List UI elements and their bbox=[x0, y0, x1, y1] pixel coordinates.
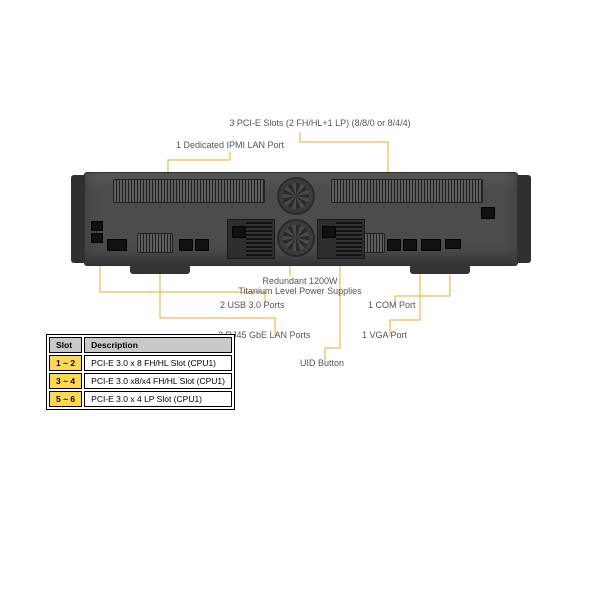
callout-pci-slots: 3 PCI-E Slots (2 FH/HL+1 LP) (8/8/0 or 8… bbox=[190, 118, 450, 128]
slot-cell: 3 ~ 4 bbox=[49, 373, 82, 389]
table-row: 1 ~ 2 PCI-E 3.0 x 8 FH/HL Slot (CPU1) bbox=[49, 355, 232, 371]
vga-port-right bbox=[421, 239, 441, 251]
server-chassis bbox=[84, 172, 518, 266]
ipmi-port bbox=[481, 207, 495, 219]
callout-com: 1 COM Port bbox=[368, 300, 416, 310]
pci-slot-bank-left bbox=[113, 179, 265, 203]
fan-top bbox=[277, 177, 315, 215]
callout-uid: UID Button bbox=[300, 358, 344, 368]
chassis-foot-left bbox=[130, 264, 190, 274]
table-row: 5 ~ 6 PCI-E 3.0 x 4 LP Slot (CPU1) bbox=[49, 391, 232, 407]
vga-port-left bbox=[107, 239, 127, 251]
callout-usb: 2 USB 3.0 Ports bbox=[220, 300, 285, 310]
slot-cell: 1 ~ 2 bbox=[49, 355, 82, 371]
chassis-foot-right bbox=[410, 264, 470, 274]
psu-right bbox=[317, 219, 365, 259]
desc-cell: PCI-E 3.0 x8/x4 FH/HL Slot (CPU1) bbox=[84, 373, 232, 389]
callout-psu: Redundant 1200W Titanium Level Power Sup… bbox=[225, 276, 375, 297]
rack-ear-right bbox=[517, 175, 531, 263]
lan-port-right-2 bbox=[403, 239, 417, 251]
table-row: 3 ~ 4 PCI-E 3.0 x8/x4 FH/HL Slot (CPU1) bbox=[49, 373, 232, 389]
callout-vga: 1 VGA Port bbox=[362, 330, 407, 340]
com-port bbox=[445, 239, 461, 249]
usb-port-1 bbox=[91, 221, 103, 231]
lan-port-left-2 bbox=[195, 239, 209, 251]
table-header-row: Slot Description bbox=[49, 337, 232, 353]
lan-port-right-1 bbox=[387, 239, 401, 251]
th-slot: Slot bbox=[49, 337, 82, 353]
pci-slot-bank-right bbox=[331, 179, 483, 203]
psu-left bbox=[227, 219, 275, 259]
slot-table: Slot Description 1 ~ 2 PCI-E 3.0 x 8 FH/… bbox=[46, 334, 235, 410]
callout-lines bbox=[0, 0, 600, 600]
slot-cell: 5 ~ 6 bbox=[49, 391, 82, 407]
diagram-stage: 3 PCI-E Slots (2 FH/HL+1 LP) (8/8/0 or 8… bbox=[0, 0, 600, 600]
vent-small-1 bbox=[137, 233, 173, 253]
usb-port-2 bbox=[91, 233, 103, 243]
th-desc: Description bbox=[84, 337, 232, 353]
desc-cell: PCI-E 3.0 x 4 LP Slot (CPU1) bbox=[84, 391, 232, 407]
callout-ipmi: 1 Dedicated IPMI LAN Port bbox=[150, 140, 310, 150]
desc-cell: PCI-E 3.0 x 8 FH/HL Slot (CPU1) bbox=[84, 355, 232, 371]
fan-bottom bbox=[277, 219, 315, 257]
lan-port-left-1 bbox=[179, 239, 193, 251]
rack-ear-left bbox=[71, 175, 85, 263]
